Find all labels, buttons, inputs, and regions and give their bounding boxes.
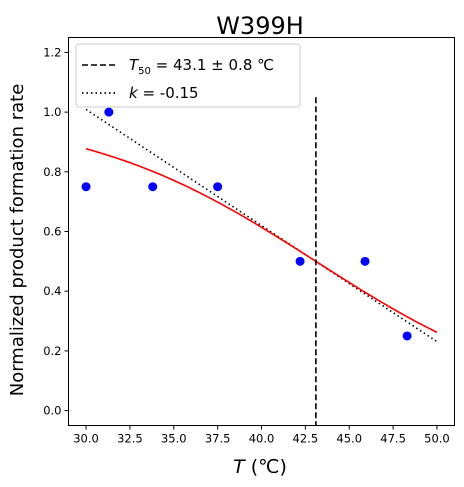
legend-t50-symbol: T [129,56,140,74]
plot-layer: 30.0 32.5 35.0 37.5 40.0 42.5 45.0 47.5 50.0 0.0 0… [43,45,450,445]
plot-frame [68,37,455,426]
y-tick-label: 0.4 [43,284,61,298]
data-point [213,182,223,192]
x-tick-label: 37.5 [205,432,231,446]
y-tick-label: 1.0 [43,105,61,119]
data-point [81,182,91,192]
data-point [295,256,305,266]
y-tick-label: 1.2 [43,45,61,59]
y-tick-label: 0.6 [43,225,61,239]
x-tick-label: 40.0 [249,432,275,446]
x-tick-label: 45.0 [336,432,362,446]
x-tick-label: 47.5 [380,432,406,446]
y-tick-label: 0.0 [43,404,61,418]
y-tick-label: 0.8 [43,165,61,179]
chart-title: W399H [216,12,304,40]
x-tick-label: 35.0 [161,432,187,446]
x-tick-label: 32.5 [117,432,143,446]
data-point [148,182,158,192]
legend-t50-value: = 43.1 ± 0.8 ℃ [151,56,274,74]
y-axis-label: Normalized product formation rate [7,84,28,397]
data-point [402,331,412,341]
legend-t50-subscript: 50 [138,66,151,77]
legend: T50 = 43.1 ± 0.8 ℃ k = -0.15 [75,43,301,108]
legend-k-label: k = -0.15 [129,84,199,102]
data-point [104,107,114,117]
legend-box [75,43,301,108]
x-axis-label: T (℃) [233,456,287,478]
x-tick-label: 30.0 [73,432,99,446]
legend-k-value: = -0.15 [138,84,199,102]
legend-k-symbol: k [129,84,139,102]
slope-dotted-line [85,108,438,343]
fit-curve [85,148,438,334]
y-tick-label: 0.2 [43,344,61,358]
x-axis-label-rest: (℃) [245,456,287,478]
data-point [360,256,370,266]
x-tick-label: 50.0 [424,432,450,446]
legend-t50-label: T50 = 43.1 ± 0.8 ℃ [129,56,274,77]
x-axis-label-italic: T [233,456,246,478]
x-tick-label: 42.5 [293,432,319,446]
